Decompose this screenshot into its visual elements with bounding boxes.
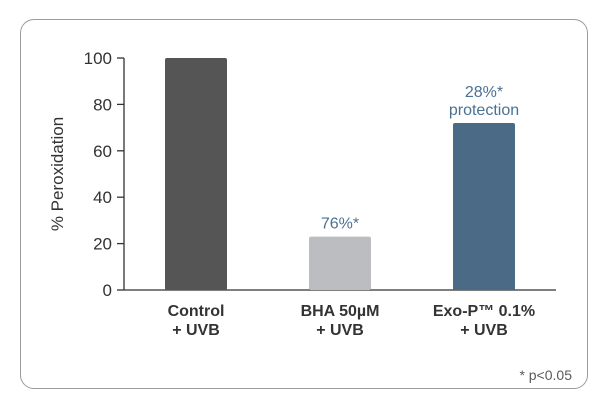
x-tick-label: Control — [168, 303, 225, 320]
bar — [165, 58, 227, 290]
data-label: 76%* — [321, 216, 359, 233]
y-tick-label: 80 — [93, 95, 112, 114]
y-axis-label: % Peroxidation — [48, 117, 67, 231]
x-tick-label: + UVB — [316, 322, 364, 339]
y-tick-label: 20 — [93, 235, 112, 254]
footnote: * p<0.05 — [519, 367, 572, 383]
x-tick-label: + UVB — [460, 322, 508, 339]
y-tick-label: 100 — [84, 49, 112, 68]
x-tick-label: BHA 50µM — [301, 303, 380, 320]
x-tick-label: Exo-P™ 0.1% — [433, 303, 535, 320]
y-tick-label: 0 — [103, 281, 112, 300]
data-label: protection — [449, 102, 519, 119]
data-label: 28%* — [465, 84, 503, 101]
y-tick-label: 40 — [93, 188, 112, 207]
bar — [309, 236, 371, 290]
bar — [453, 122, 515, 291]
chart-frame — [20, 19, 588, 389]
y-tick-label: 60 — [93, 142, 112, 161]
x-tick-label: + UVB — [172, 322, 220, 339]
